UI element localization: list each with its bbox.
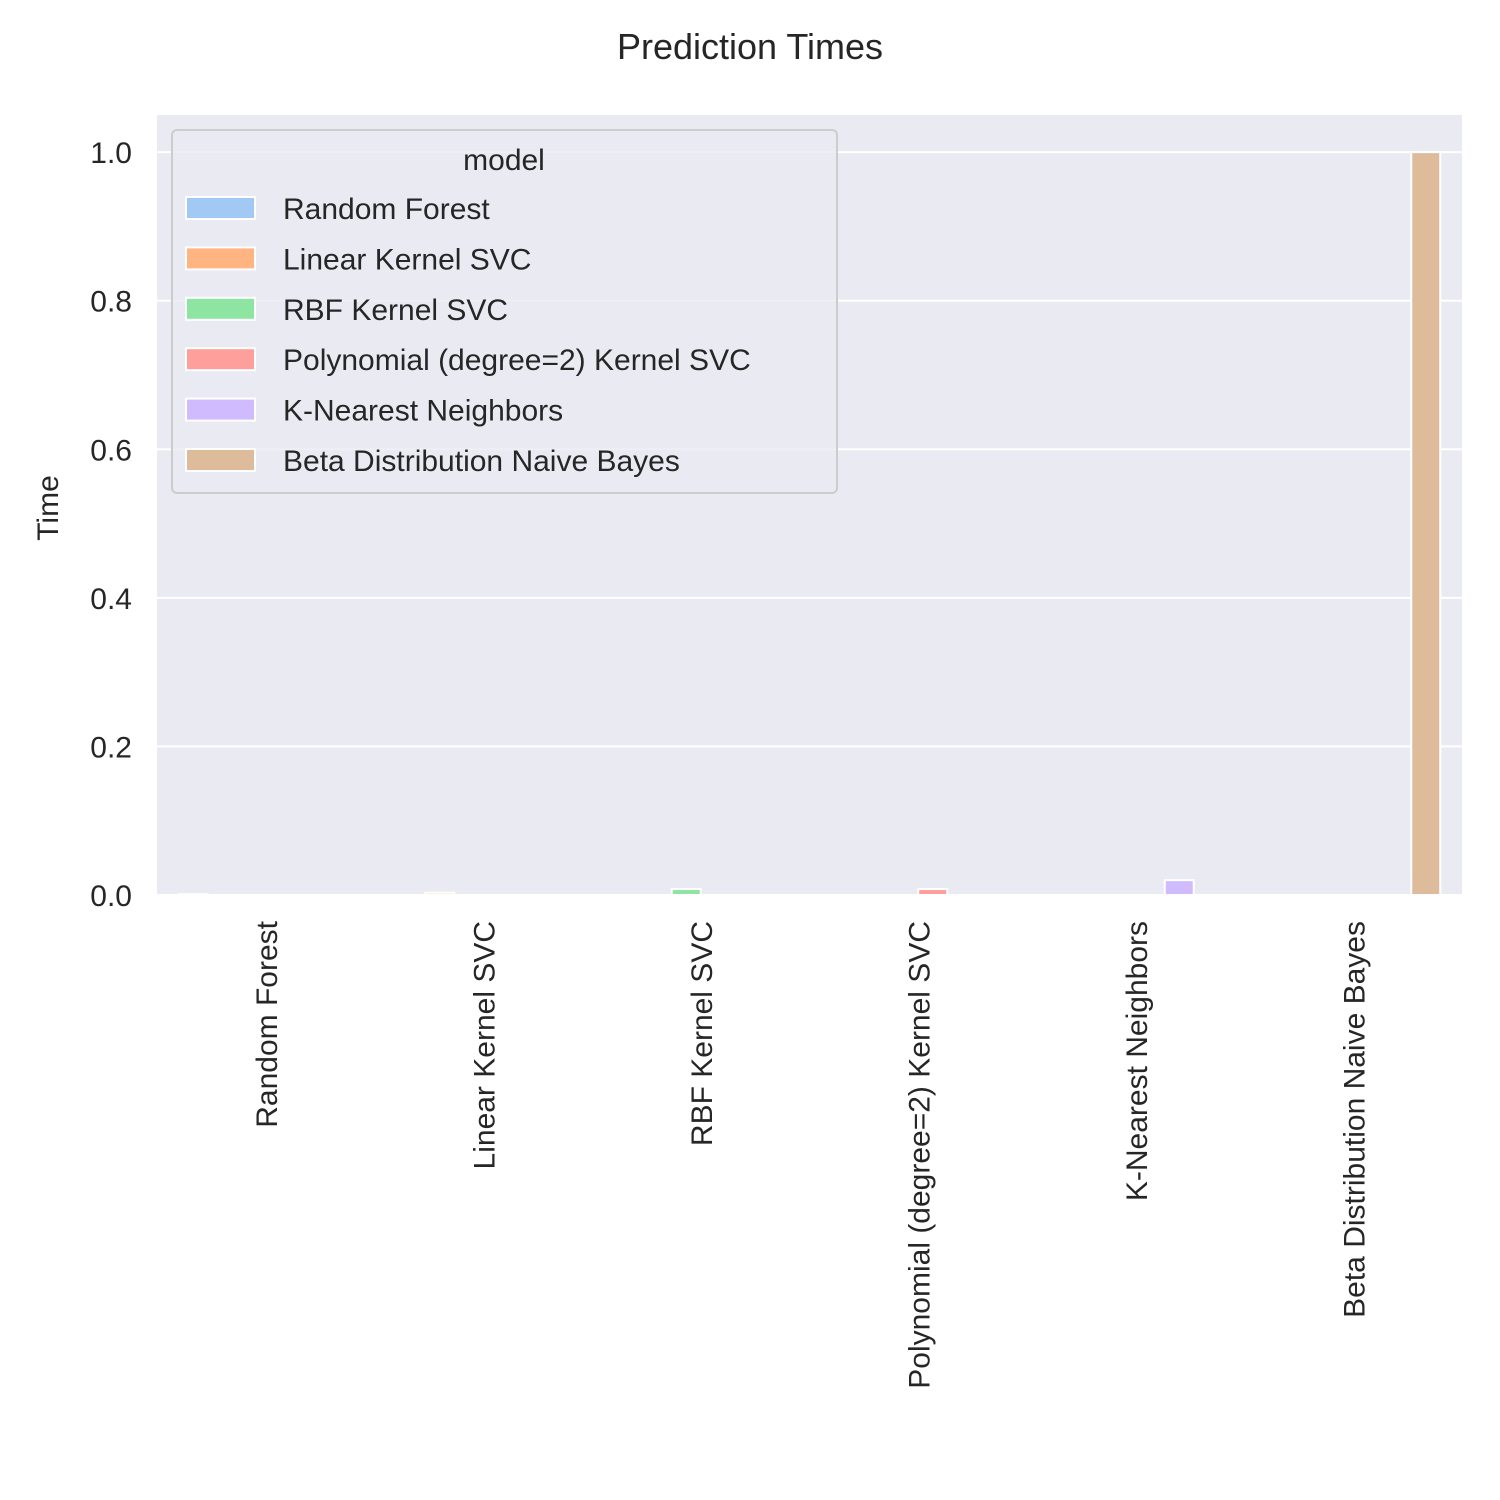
y-tick-labels: 0.0 0.2 0.4 0.6 0.8 1.0 xyxy=(90,137,132,913)
x-tick-label: Linear Kernel SVC xyxy=(468,921,501,1169)
legend-label: Beta Distribution Naive Bayes xyxy=(283,445,680,478)
x-tick-label: Beta Distribution Naive Bayes xyxy=(1338,921,1371,1318)
legend-label: Linear Kernel SVC xyxy=(283,243,531,276)
y-tick-label: 0.0 xyxy=(90,880,132,913)
legend-swatch xyxy=(185,246,256,271)
bar xyxy=(177,893,209,896)
bars xyxy=(177,151,1442,897)
bar xyxy=(917,888,949,896)
legend: model Random Forest Linear Kernel SVC RBF … xyxy=(171,129,838,494)
legend-swatch xyxy=(185,296,256,321)
bar xyxy=(1410,151,1442,896)
legend-swatch xyxy=(185,397,256,422)
x-tick-label: K-Nearest Neighbors xyxy=(1121,921,1154,1201)
legend-box xyxy=(171,129,838,494)
y-tick-label: 0.8 xyxy=(90,286,132,319)
legend-swatch xyxy=(185,347,256,372)
legend-swatch xyxy=(185,196,256,220)
bar xyxy=(424,891,456,896)
x-tick-label: Polynomial (degree=2) Kernel SVC xyxy=(903,921,936,1389)
legend-label: Random Forest xyxy=(283,193,490,226)
y-tick-label: 0.6 xyxy=(90,434,132,467)
legend-label: Polynomial (degree=2) Kernel SVC xyxy=(283,344,751,377)
x-tick-label: RBF Kernel SVC xyxy=(686,921,719,1146)
y-tick-label: 1.0 xyxy=(90,137,132,170)
legend-title: model xyxy=(463,144,545,177)
x-tick-labels: Random Forest Linear Kernel SVC RBF Kernel… xyxy=(251,920,1372,1388)
legend-label: RBF Kernel SVC xyxy=(283,294,508,327)
legend-label: K-Nearest Neighbors xyxy=(283,395,563,428)
bar xyxy=(670,888,702,896)
y-axis-label: Time xyxy=(32,475,65,541)
legend-swatch xyxy=(185,448,256,472)
bar xyxy=(1163,879,1195,897)
y-tick-label: 0.2 xyxy=(90,731,132,764)
y-tick-label: 0.4 xyxy=(90,583,132,616)
legend-items: Random Forest Linear Kernel SVC RBF Kernel… xyxy=(185,193,751,478)
x-tick-label: Random Forest xyxy=(251,920,284,1127)
chart-title: Prediction Times xyxy=(617,26,883,67)
